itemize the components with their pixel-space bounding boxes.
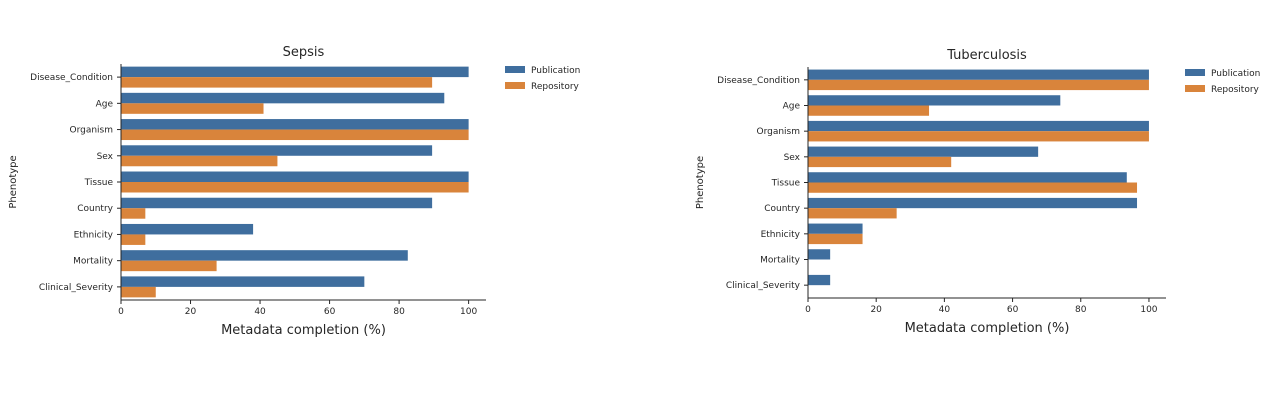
bar-repository-age	[808, 105, 930, 116]
bar-repository-tissue	[808, 182, 1138, 193]
legend-swatch-repository	[1185, 85, 1205, 92]
bar-publication-ethnicity	[121, 223, 254, 235]
bar-publication-country	[121, 197, 433, 209]
y-tick-label: Tissue	[771, 179, 801, 189]
legend-label-publication: Publication	[531, 66, 580, 76]
bar-publication-organism	[121, 119, 469, 130]
y-tick-label: Clinical_Severity	[39, 283, 114, 293]
legend-swatch-repository	[505, 82, 525, 89]
bar-repository-clinical-severity	[121, 286, 156, 298]
x-tick-label: 100	[1140, 305, 1157, 315]
y-tick-label: Age	[96, 99, 114, 109]
bar-publication-mortality	[121, 250, 408, 261]
y-tick-label: Sex	[97, 152, 114, 162]
legend-swatch-publication	[1185, 69, 1205, 76]
x-axis-label: Metadata completion (%)	[221, 323, 386, 338]
bar-repository-mortality	[121, 260, 217, 272]
y-tick-label: Country	[764, 204, 800, 214]
bar-publication-clinical-severity	[808, 274, 831, 286]
bar-publication-sex	[808, 146, 1039, 157]
y-tick-label: Organism	[756, 127, 800, 137]
bar-repository-sex	[121, 155, 278, 167]
bar-repository-country	[808, 208, 897, 219]
y-tick-label: Country	[77, 204, 113, 214]
y-tick-label: Disease_Condition	[717, 76, 800, 86]
x-tick-label: 80	[393, 307, 405, 317]
bar-repository-ethnicity	[808, 233, 863, 245]
x-tick-label: 0	[805, 305, 811, 315]
x-tick-label: 100	[460, 307, 477, 317]
chart-title: Tuberculosis	[946, 48, 1027, 63]
bar-repository-organism	[808, 131, 1149, 142]
x-tick-label: 40	[254, 307, 266, 317]
bar-repository-sex	[808, 156, 952, 168]
bar-publication-age	[808, 95, 1061, 106]
y-axis-label: Phenotype	[8, 155, 19, 208]
y-tick-label: Tissue	[84, 178, 114, 188]
x-tick-label: 40	[939, 305, 951, 315]
bar-repository-disease-condition	[121, 77, 433, 88]
y-tick-label: Age	[783, 102, 801, 112]
bar-publication-clinical-severity	[121, 276, 365, 287]
x-axis-label: Metadata completion (%)	[905, 321, 1070, 336]
bar-publication-disease-condition	[121, 66, 469, 78]
y-tick-label: Ethnicity	[761, 230, 801, 240]
bar-repository-disease-condition	[808, 79, 1149, 91]
chart-tuberculosis: Disease_Condition Age Organism Sex Tissue Cou…	[695, 48, 1260, 336]
y-tick-label: Clinical_Severity	[726, 281, 801, 291]
bar-publication-organism	[808, 120, 1149, 132]
y-tick-label: Mortality	[760, 256, 801, 266]
bar-repository-ethnicity	[121, 234, 146, 245]
legend: Publication Repository	[505, 66, 580, 92]
x-tick-label: 20	[185, 307, 197, 317]
bar-repository-tissue	[121, 182, 469, 193]
y-tick-label: Mortality	[73, 257, 114, 267]
legend-label-repository: Repository	[1211, 85, 1260, 95]
legend-label-repository: Repository	[531, 82, 580, 92]
y-tick-label: Sex	[784, 153, 801, 163]
bar-publication-disease-condition	[808, 69, 1149, 80]
bar-publication-tissue	[808, 172, 1127, 183]
bar-repository-organism	[121, 129, 469, 141]
legend-swatch-publication	[505, 66, 525, 73]
bar-publication-sex	[121, 145, 433, 156]
bar-publication-ethnicity	[808, 223, 863, 234]
y-tick-label: Organism	[69, 126, 113, 136]
chart-sepsis: Disease_Condition Age Organism Sex Tissue Cou…	[8, 45, 580, 338]
y-tick-label: Disease_Condition	[30, 73, 113, 83]
bar-repository-country	[121, 208, 146, 219]
x-tick-label: 20	[870, 305, 882, 315]
y-tick-label: Ethnicity	[74, 230, 114, 240]
bar-publication-age	[121, 92, 445, 104]
x-tick-label: 80	[1075, 305, 1087, 315]
chart-title: Sepsis	[283, 45, 325, 60]
bar-publication-mortality	[808, 249, 831, 260]
x-tick-label: 0	[118, 307, 124, 317]
legend: Publication Repository	[1185, 69, 1260, 95]
x-tick-label: 60	[1007, 305, 1019, 315]
bar-publication-country	[808, 197, 1138, 209]
bar-repository-age	[121, 103, 264, 114]
y-axis-label: Phenotype	[695, 156, 706, 209]
bar-publication-tissue	[121, 171, 469, 182]
x-tick-label: 60	[324, 307, 336, 317]
legend-label-publication: Publication	[1211, 69, 1260, 79]
